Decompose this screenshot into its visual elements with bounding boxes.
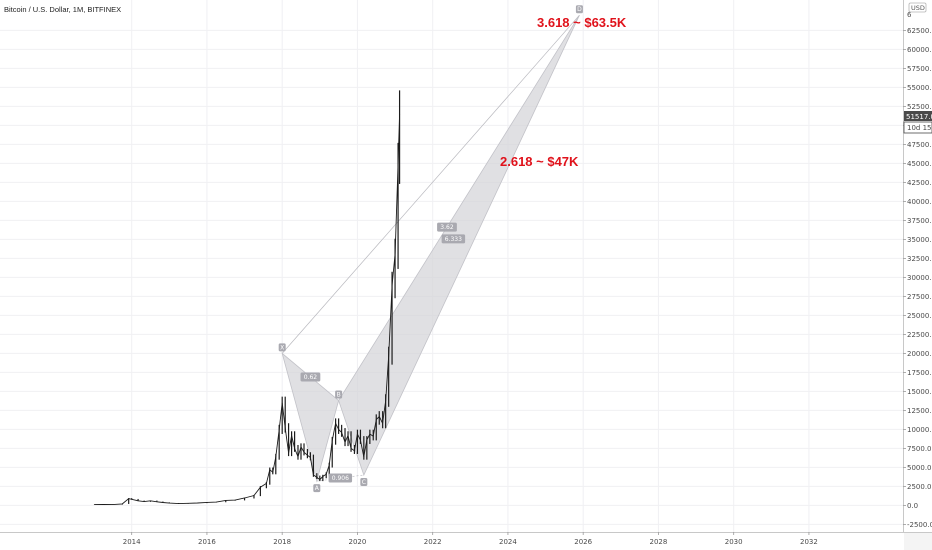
ratio-bc_d-badge [437,222,457,232]
time-tick-label: 2024 [499,538,517,546]
price-tick-label: 2500.0 [907,483,932,491]
time-tick-label: 2014 [123,538,141,546]
price-tick-label: 17500.0 [907,369,932,377]
ratio-xa_b-badge [300,372,321,382]
price-tick-label: 12500.0 [907,407,932,415]
time-tick-label: 2018 [273,538,291,546]
time-tick-label: 2022 [424,538,442,546]
price-tick-label: 42500.0 [907,179,932,187]
ratio-xa_d-badge [441,234,466,244]
price-tick-label: 35000.0 [907,236,932,244]
ratio-ab_c-badge [328,473,353,483]
price-tick-label: 15000.0 [907,388,932,396]
pattern-point-a-badge [313,484,321,493]
target-upper-annotation: 3.618 ~ $63.5K [537,15,627,30]
ratio-ab_c-label: 0.906 [332,475,349,482]
currency-badge[interactable]: USD [908,2,927,13]
price-tick-label: 5000.0 [907,464,932,472]
pattern-point-x-badge [278,343,286,352]
price-tick-label: 55000.0 [907,84,932,92]
pattern-point-b-label: B [337,392,341,399]
time-tick-label: 2016 [198,538,216,546]
price-tick-label: 10000.0 [907,426,932,434]
price-tick-label: 40000.0 [907,198,932,206]
price-tick-label: 60000.0 [907,46,932,54]
ratio-xa_d-label: 6.333 [445,236,462,243]
price-tick-label: 47500.0 [907,141,932,149]
price-tick-label: 25000.0 [907,312,932,320]
chart-settings-corner[interactable] [904,533,932,550]
pattern-point-c-label: C [362,479,366,486]
time-tick-label: 2030 [725,538,743,546]
time-tick-label: 2032 [800,538,818,546]
time-tick-label: 2020 [349,538,367,546]
pattern-point-a-label: A [315,485,320,492]
pattern-point-d-label: D [577,6,582,13]
time-tick-label: 2026 [574,538,592,546]
pattern-xd-line [281,14,580,354]
countdown-value: 10d 15h [907,124,932,132]
pattern-labels: X A B C D 0.62 0.906 3.62 6.333 [278,5,583,493]
price-tick-label: 62500.0 [907,27,932,35]
currency-label: USD [911,4,925,12]
price-line [94,113,401,506]
target-lower-annotation: 2.618 ~ $47K [500,154,579,169]
top-price-tick: 6 [907,11,912,19]
price-tick-label: 52500.0 [907,103,932,111]
ratio-xa_b-label: 0.62 [304,374,318,381]
price-tick-label: 22500.0 [907,331,932,339]
pattern-point-c-badge [360,478,368,486]
symbol-title: Bitcoin / U.S. Dollar, 1M, BITFINEX [4,5,121,14]
price-tick-label: 32500.0 [907,255,932,263]
price-tick-label: 0.0 [907,502,918,510]
price-tick-label: 57500.0 [907,65,932,73]
price-tick-label: 37500.0 [907,217,932,225]
pattern-point-d-badge [575,5,583,14]
pattern-point-b-badge [335,390,343,399]
price-tick-label: 7500.0 [907,445,932,453]
ratio-bc_d-label: 3.62 [440,224,454,231]
price-tick-label: 20000.0 [907,350,932,358]
countdown-tag: 10d 15h [903,121,932,134]
price-tick-label: 27500.0 [907,293,932,301]
price-tick-label: 30000.0 [907,274,932,282]
price-tick-label: -2500.0 [907,521,932,529]
harmonic-pattern[interactable] [281,14,580,483]
last-price-tag: 51517.0 [904,111,932,121]
price-tick-label: 45000.0 [907,160,932,168]
pattern-bcd-triangle[interactable] [338,14,580,477]
time-tick-label: 2028 [650,538,668,546]
pattern-point-x-label: X [280,344,284,351]
price-axis[interactable]: -2500.0 0.0 2500.0 5000.0 7500.0 10000.0 12500… [903,27,932,529]
price-series [93,90,401,506]
last-price-value: 51517.0 [906,113,932,121]
time-axis[interactable]: 2014 2016 2018 2020 2022 2024 2026 2028 2030 2032 [123,532,818,546]
